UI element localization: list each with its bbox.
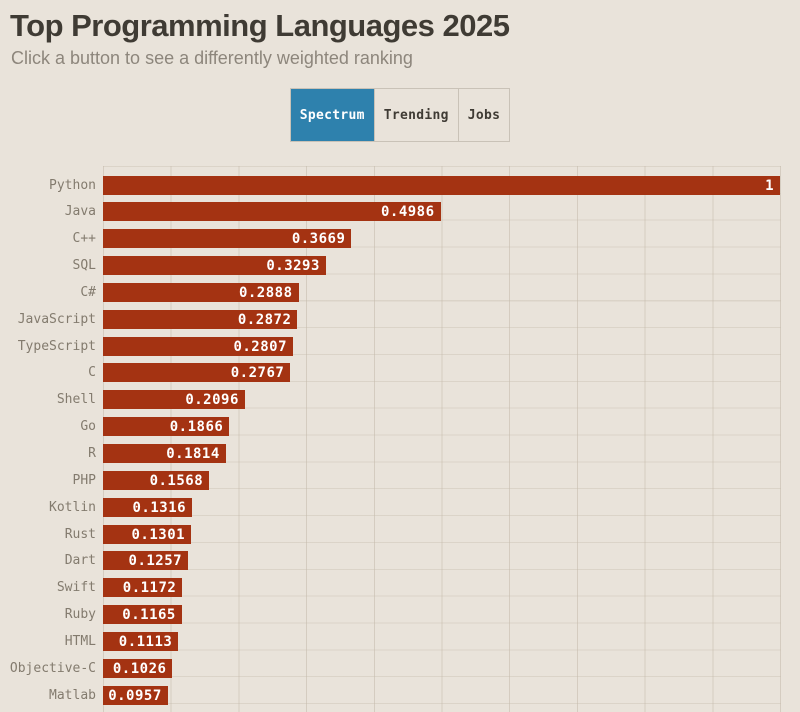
bar: 0.2872 — [103, 309, 298, 329]
bar: 0.2767 — [103, 363, 291, 383]
chart-row: Shell 0.2096 — [0, 390, 800, 410]
bar-value: 0.2767 — [230, 365, 285, 382]
tab-trending[interactable]: Trending — [375, 89, 459, 141]
bar: 0.1113 — [103, 631, 179, 651]
bar: 0.1814 — [103, 444, 226, 463]
weighting-tab-group: Spectrum Trending Jobs — [0, 88, 800, 142]
bar: 0.1172 — [103, 578, 183, 598]
bar: 0.3669 — [103, 229, 352, 249]
bar-label: PHP — [72, 472, 96, 488]
bar-value: 0.0957 — [108, 687, 162, 704]
bar: 1 — [103, 175, 780, 195]
tab-spectrum[interactable]: Spectrum — [290, 89, 375, 141]
chart-row: JavaScript 0.2872 — [0, 309, 800, 329]
bar-label: Matlab — [49, 687, 96, 703]
chart-row: Objective-C 0.1026 — [0, 658, 800, 678]
bar: 0.1316 — [103, 497, 193, 517]
chart-row: Python 1 — [0, 175, 800, 195]
bar-value: 0.1866 — [169, 419, 224, 436]
bar-label: Java — [64, 204, 96, 220]
bar-value: 0.1257 — [128, 553, 183, 570]
chart-row: HTML 0.1113 — [0, 631, 800, 651]
bar-label: Swift — [56, 580, 96, 596]
page-title: Top Programming Languages 2025 — [10, 8, 510, 43]
bar: 0.2888 — [103, 282, 299, 302]
tab-group-border: Spectrum Trending Jobs — [289, 88, 511, 142]
bar: 0.1568 — [103, 470, 210, 490]
bar-value: 0.1113 — [118, 633, 173, 650]
chart-row: Go 0.1866 — [0, 417, 800, 437]
bar: 0.1257 — [103, 551, 189, 571]
bar: 0.4986 — [103, 202, 441, 222]
bar-value: 0.1568 — [149, 472, 204, 489]
bar-label: Kotlin — [49, 499, 96, 515]
bar-value: 0.1301 — [131, 526, 186, 543]
chart-row: Kotlin 0.1316 — [0, 497, 800, 517]
bar-label: Shell — [56, 392, 96, 408]
chart-row: PHP 0.1568 — [0, 470, 800, 490]
tab-jobs[interactable]: Jobs — [459, 89, 510, 141]
bar: 0.3293 — [103, 256, 326, 276]
bar-label: Dart — [64, 553, 96, 569]
bar-label: TypeScript — [17, 338, 96, 354]
bar-value: 0.2872 — [237, 311, 292, 328]
chart-row: TypeScript 0.2807 — [0, 336, 800, 356]
bar: 0.2096 — [103, 390, 245, 410]
chart-row: C 0.2767 — [0, 363, 800, 383]
bar-value: 0.1026 — [112, 660, 167, 677]
bar-value: 0.2807 — [233, 338, 288, 355]
chart-row: Matlab 0.0957 — [0, 685, 800, 705]
chart-row: R 0.1814 — [0, 444, 800, 463]
bar-value: 0.1172 — [122, 580, 177, 597]
bar: 0.1866 — [103, 417, 230, 437]
bar-value: 0.1316 — [132, 499, 187, 516]
bar-label: Ruby — [64, 607, 96, 623]
bar-value: 0.3669 — [291, 231, 346, 248]
bar-label: HTML — [64, 633, 96, 649]
bar-label: C — [88, 365, 96, 381]
bar: 0.1026 — [103, 658, 173, 678]
bar-label: Go — [80, 419, 96, 435]
bar-value: 0.3293 — [266, 258, 320, 275]
bar: 0.1301 — [103, 524, 192, 544]
bar: 0.2807 — [103, 336, 294, 356]
chart-row: SQL 0.3293 — [0, 256, 800, 276]
bar-value: 0.2096 — [185, 392, 239, 409]
chart-row: C# 0.2888 — [0, 282, 800, 302]
chart-row: Rust 0.1301 — [0, 524, 800, 544]
bar-label: R — [88, 446, 96, 461]
bar-label: JavaScript — [17, 311, 96, 327]
bar-value: 0.1814 — [166, 446, 220, 462]
bar-value: 0.2888 — [238, 284, 293, 301]
chart-row: Ruby 0.1165 — [0, 605, 800, 625]
bar-value: 0.1165 — [122, 607, 176, 624]
chart-row: Java 0.4986 — [0, 202, 800, 222]
bar-label: Python — [49, 177, 96, 193]
chart-row: Dart 0.1257 — [0, 551, 800, 571]
bar-label: Objective-C — [9, 660, 96, 676]
bar: 0.1165 — [103, 605, 182, 625]
bar-label: SQL — [72, 258, 96, 274]
bar-value: 0.4986 — [380, 204, 435, 221]
bar-label: C++ — [72, 231, 96, 247]
bar-label: C# — [80, 284, 96, 300]
page-subtitle: Click a button to see a differently weig… — [11, 48, 413, 68]
bar-label: Rust — [64, 526, 96, 542]
bar-value: 1 — [765, 177, 774, 194]
chart-row: C++ 0.3669 — [0, 229, 800, 249]
chart-row: Swift 0.1172 — [0, 578, 800, 598]
bar: 0.0957 — [103, 685, 168, 705]
